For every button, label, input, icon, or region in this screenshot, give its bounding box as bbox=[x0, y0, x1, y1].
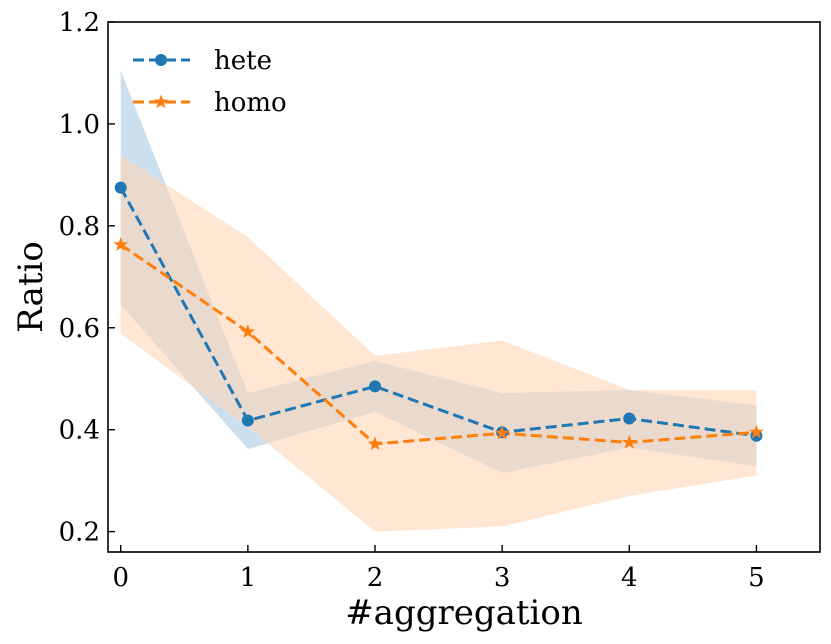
line-hete bbox=[119, 186, 757, 438]
legend-label-homo: homo bbox=[214, 88, 287, 118]
legend-marker-hete bbox=[155, 54, 167, 66]
x-tick-label-1: 1 bbox=[240, 563, 257, 593]
legend-marker-homo bbox=[153, 94, 169, 109]
point-homo-5 bbox=[749, 424, 764, 439]
y-axis-ticks: 0.2 0.4 0.6 0.8 1.0 1.2 bbox=[59, 8, 115, 548]
point-hete-1 bbox=[241, 414, 254, 427]
point-hete-0 bbox=[114, 181, 127, 194]
point-homo-2 bbox=[367, 436, 383, 451]
point-hete-4 bbox=[623, 412, 636, 425]
x-axis-title: #aggregation bbox=[345, 593, 583, 633]
x-tick-label-5: 5 bbox=[748, 563, 765, 593]
y-tick-label-1.2: 1.2 bbox=[59, 8, 100, 38]
band-homo bbox=[120, 155, 757, 532]
y-tick-label-0.2: 0.2 bbox=[59, 518, 100, 548]
x-tick-label-2: 2 bbox=[367, 563, 384, 593]
x-axis-ticks: 0 1 2 3 4 5 bbox=[112, 545, 765, 593]
point-homo-1 bbox=[240, 324, 256, 339]
series-markers bbox=[113, 181, 764, 451]
legend-marker-shape-homo bbox=[153, 94, 169, 109]
y-tick-label-0.4: 0.4 bbox=[59, 416, 100, 446]
point-homo-3 bbox=[494, 425, 510, 440]
legend-marker-shape-hete bbox=[155, 54, 167, 66]
x-tick-label-4: 4 bbox=[621, 563, 638, 593]
legend: hete homo bbox=[133, 46, 287, 118]
point-hete-2 bbox=[369, 380, 381, 393]
legend-label-hete: hete bbox=[214, 46, 272, 76]
point-homo-0 bbox=[113, 237, 129, 251]
x-tick-label-3: 3 bbox=[494, 563, 511, 593]
point-homo-4 bbox=[621, 434, 637, 449]
plot-frame bbox=[107, 21, 821, 553]
y-tick-label-0.8: 0.8 bbox=[59, 212, 100, 242]
line-homo bbox=[119, 243, 757, 446]
x-tick-label-0: 0 bbox=[112, 563, 129, 593]
series-lines bbox=[119, 186, 757, 446]
y-axis-title: Ratio bbox=[11, 241, 51, 333]
confidence-bands bbox=[120, 70, 757, 532]
y-tick-label-1: 1.0 bbox=[59, 110, 100, 140]
y-tick-label-0.6: 0.6 bbox=[59, 314, 100, 344]
